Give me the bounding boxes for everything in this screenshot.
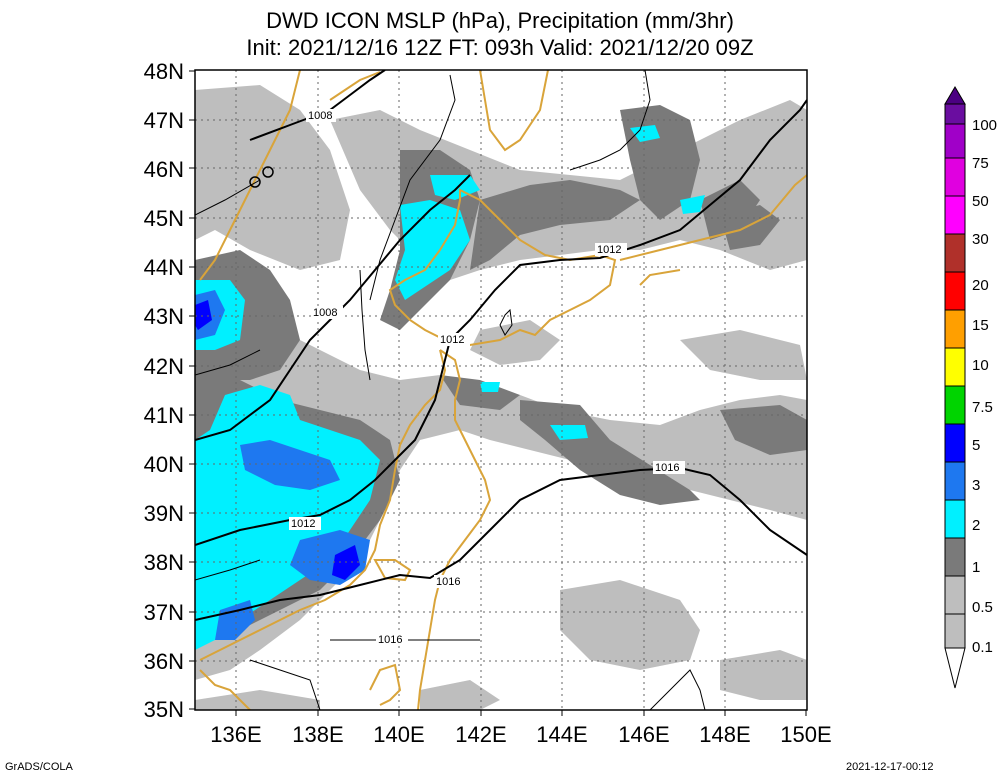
lon-label: 142E	[455, 722, 506, 747]
colorbar-swatch	[944, 233, 966, 273]
colorbar-swatch	[944, 347, 966, 387]
colorbar-swatch	[944, 613, 966, 649]
longitude-labels: 136E 138E 140E 142E 144E 146E 148E 150E	[210, 722, 831, 747]
colorbar-label: 100	[972, 117, 997, 134]
lat-label: 46N	[144, 157, 184, 182]
lat-label: 39N	[144, 501, 184, 526]
colorbar-label: 5	[972, 437, 980, 454]
lat-label: 44N	[144, 255, 184, 280]
lon-label: 146E	[618, 722, 669, 747]
lat-label: 43N	[144, 304, 184, 329]
colorbar-label: 7.5	[972, 399, 993, 416]
isobar-label: 1008	[308, 110, 332, 122]
colorbar-label: 50	[972, 193, 989, 210]
colorbar-top-arrow	[944, 86, 966, 105]
lat-label: 45N	[144, 206, 184, 231]
colorbar-swatch	[944, 103, 966, 125]
lat-label: 42N	[144, 354, 184, 379]
latitude-labels: 48N 47N 46N 45N 44N 43N 42N 41N 40N 39N …	[144, 59, 184, 722]
colorbar-label: 0.5	[972, 599, 993, 616]
colorbar-swatch	[944, 157, 966, 197]
map-subtitle: Init: 2021/12/16 12Z FT: 093h Valid: 202…	[246, 35, 754, 60]
isobar-label: 1016	[436, 576, 460, 588]
colorbar-swatch	[944, 537, 966, 577]
colorbar-swatch	[944, 575, 966, 615]
plot-area: 1008 1008 1012 1012 1012 1016 1016 1016	[195, 70, 807, 710]
coastlines	[199, 70, 807, 710]
lon-label: 140E	[373, 722, 424, 747]
lat-label: 35N	[144, 697, 184, 722]
lat-label: 36N	[144, 649, 184, 674]
colorbar-swatch	[944, 195, 966, 235]
lat-label: 40N	[144, 452, 184, 477]
isobar-label: 1012	[597, 244, 621, 256]
colorbar-label: 15	[972, 317, 989, 334]
colorbar-swatch	[944, 499, 966, 539]
lon-label: 150E	[780, 722, 831, 747]
colorbar-label: 2	[972, 517, 980, 534]
axis-ticks	[189, 70, 807, 716]
isobar-label: 1012	[440, 334, 464, 346]
colorbar-label: 1	[972, 559, 980, 576]
colorbar-swatch	[944, 309, 966, 349]
footer-software-credit: GrADS/COLA	[5, 761, 73, 773]
lon-label: 138E	[292, 722, 343, 747]
colorbar-label: 30	[972, 231, 989, 248]
lat-label: 48N	[144, 59, 184, 84]
colorbar-label: 75	[972, 155, 989, 172]
isobar-label-group: 1008 1008 1012 1012 1012 1016 1016 1016	[289, 109, 685, 646]
colorbar-bottom-arrow	[944, 647, 966, 689]
colorbar-label: 20	[972, 277, 989, 294]
colorbar-swatch	[944, 461, 966, 501]
isobar-label: 1008	[313, 307, 337, 319]
lat-label: 38N	[144, 550, 184, 575]
precip-blue	[195, 290, 370, 640]
colorbar-label: 3	[972, 477, 980, 494]
isobar-label: 1016	[655, 462, 679, 474]
colorbar-label: 0.1	[972, 639, 993, 656]
colorbar-swatch	[944, 271, 966, 311]
lon-label: 144E	[536, 722, 587, 747]
isobar-label: 1016	[378, 634, 402, 646]
precip-colorbar: 100 75 50 30 20 15 10 7.5 5 3 2 1 0.5 0.…	[944, 86, 997, 689]
plot-frame	[194, 69, 808, 711]
colorbar-swatch	[944, 423, 966, 463]
colorbar-labels: 100 75 50 30 20 15 10 7.5 5 3 2 1 0.5 0.…	[972, 117, 997, 656]
lat-label: 37N	[144, 600, 184, 625]
map-title: DWD ICON MSLP (hPa), Precipitation (mm/3…	[266, 8, 734, 33]
lat-label: 41N	[144, 403, 184, 428]
lat-label: 47N	[144, 108, 184, 133]
footer-timestamp: 2021-12-17-00:12	[846, 761, 934, 773]
colorbar-swatch	[944, 385, 966, 425]
lon-label: 148E	[699, 722, 750, 747]
lon-label: 136E	[210, 722, 261, 747]
colorbar-swatch	[944, 123, 966, 159]
grid-lines	[195, 70, 807, 710]
colorbar-label: 10	[972, 357, 989, 374]
isobar-label: 1012	[291, 518, 315, 530]
